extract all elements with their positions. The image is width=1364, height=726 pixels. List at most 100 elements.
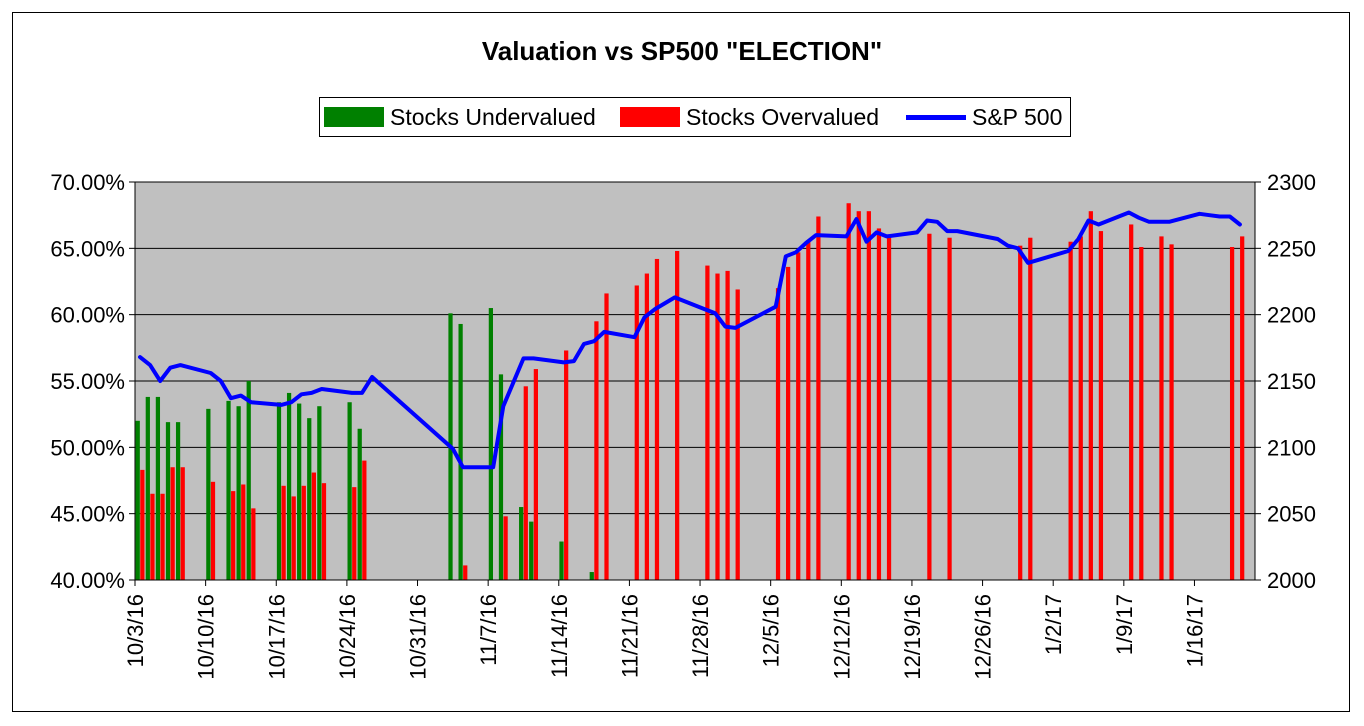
- bar-overvalued: [281, 485, 286, 580]
- bar-overvalued: [1098, 231, 1104, 580]
- y-right-tick-label: 2250: [1267, 236, 1316, 261]
- bar-overvalued: [1159, 236, 1164, 581]
- y-left-tick-label: 45.00%: [50, 502, 125, 527]
- bar-overvalued: [1139, 247, 1144, 581]
- bar-overvalued: [180, 467, 185, 580]
- x-tick-label: 12/12/16: [829, 594, 854, 680]
- bar-undervalued: [297, 403, 302, 580]
- x-tick-label: 11/7/16: [476, 594, 501, 666]
- bar-undervalued: [458, 323, 463, 580]
- x-tick-label: 11/14/16: [547, 594, 572, 678]
- x-tick-label: 12/5/16: [759, 594, 784, 667]
- bar-undervalued: [488, 308, 493, 580]
- bar-undervalued: [246, 381, 251, 580]
- bar-undervalued: [347, 402, 352, 580]
- bar-overvalued: [231, 491, 236, 580]
- bar-undervalued: [175, 422, 181, 580]
- y-right-tick-label: 2200: [1267, 303, 1316, 328]
- bar-overvalued: [1068, 241, 1073, 580]
- bar-undervalued: [357, 428, 362, 580]
- bar-overvalued: [160, 493, 165, 580]
- legend-item-overvalued: Stocks Overvalued: [620, 98, 879, 136]
- plot-border: [134, 181, 1256, 581]
- legend-item-undervalued: Stocks Undervalued: [324, 98, 596, 136]
- bar-overvalued: [786, 266, 791, 580]
- y-left-tick-label: 50.00%: [50, 435, 125, 460]
- bar-overvalued: [927, 233, 932, 581]
- bar-overvalued: [816, 216, 821, 580]
- legend-label-overvalued: Stocks Overvalued: [686, 103, 880, 130]
- x-tick-label: 10/31/16: [406, 594, 431, 680]
- legend-item-sp500: S&P 500: [906, 98, 1062, 136]
- bar-overvalued: [150, 493, 155, 580]
- x-tick-label: 10/17/16: [264, 594, 289, 680]
- bar-undervalued: [307, 418, 312, 580]
- x-tick-label: 1/9/17: [1112, 594, 1137, 655]
- bar-overvalued: [1018, 245, 1023, 580]
- legend-label-undervalued: Stocks Undervalued: [390, 103, 596, 130]
- bar-undervalued: [317, 406, 322, 580]
- bar-overvalued: [947, 237, 952, 580]
- x-tick-label: 10/24/16: [335, 594, 360, 680]
- bar-undervalued: [165, 422, 171, 580]
- y-left-tick-label: 65.00%: [50, 236, 125, 261]
- bar-overvalued: [1229, 247, 1235, 581]
- bar-overvalued: [644, 273, 649, 580]
- y-right-tick-label: 2000: [1267, 568, 1316, 593]
- bar-overvalued: [241, 484, 246, 580]
- bar-undervalued: [529, 521, 534, 580]
- x-tick-label: 12/26/16: [971, 594, 996, 680]
- bar-overvalued: [866, 211, 871, 581]
- y-left-tick-label: 40.00%: [50, 568, 125, 593]
- bar-undervalued: [145, 396, 150, 580]
- x-tick-label: 12/19/16: [900, 594, 925, 680]
- bar-undervalued: [559, 541, 564, 580]
- bar-overvalued: [352, 487, 357, 580]
- bar-overvalued: [503, 516, 508, 580]
- bar-overvalued: [846, 203, 851, 580]
- bar-overvalued: [725, 270, 730, 580]
- x-tick-label: 10/10/16: [194, 594, 219, 680]
- bar-overvalued: [564, 350, 569, 580]
- bar-overvalued: [311, 472, 317, 580]
- x-tick-label: 1/16/17: [1182, 594, 1207, 667]
- bar-overvalued: [775, 288, 781, 580]
- y-right-tick-label: 2100: [1267, 435, 1316, 460]
- bar-overvalued: [1129, 224, 1134, 580]
- legend-line-sp500: [906, 114, 966, 120]
- x-tick-label: 10/3/16: [123, 594, 148, 667]
- bar-overvalued: [634, 285, 639, 580]
- bar-undervalued: [589, 572, 594, 580]
- bar-overvalued: [806, 240, 811, 580]
- bar-overvalued: [1240, 236, 1245, 581]
- bar-undervalued: [155, 396, 161, 580]
- legend-label-sp500: S&P 500: [972, 103, 1063, 130]
- x-tick-label: 1/2/17: [1041, 594, 1066, 655]
- bar-overvalued: [886, 235, 892, 581]
- legend-swatch-undervalued: [324, 107, 384, 127]
- legend: Stocks Undervalued Stocks Overvalued S&P…: [319, 97, 1071, 137]
- bar-overvalued: [796, 252, 801, 580]
- bar-overvalued: [856, 211, 861, 581]
- x-tick-label: 11/28/16: [688, 594, 713, 678]
- bar-overvalued: [533, 369, 538, 580]
- bar-overvalued: [463, 565, 468, 580]
- bar-undervalued: [286, 392, 292, 580]
- bar-overvalued: [523, 386, 528, 580]
- bar-undervalued: [226, 400, 231, 580]
- bar-overvalued: [715, 273, 720, 580]
- bar-undervalued: [236, 406, 241, 580]
- bar-undervalued: [498, 374, 504, 580]
- bar-overvalued: [140, 469, 145, 580]
- y-right-tick-label: 2300: [1267, 170, 1316, 195]
- bar-undervalued: [206, 408, 211, 580]
- bar-overvalued: [1078, 236, 1083, 581]
- x-tick-label: 11/21/16: [617, 594, 642, 678]
- bar-overvalued: [735, 289, 740, 580]
- y-left-tick-label: 60.00%: [50, 303, 125, 328]
- bar-undervalued: [276, 402, 282, 580]
- bar-overvalued: [604, 293, 609, 580]
- bar-overvalued: [210, 481, 216, 580]
- bar-overvalued: [705, 265, 710, 580]
